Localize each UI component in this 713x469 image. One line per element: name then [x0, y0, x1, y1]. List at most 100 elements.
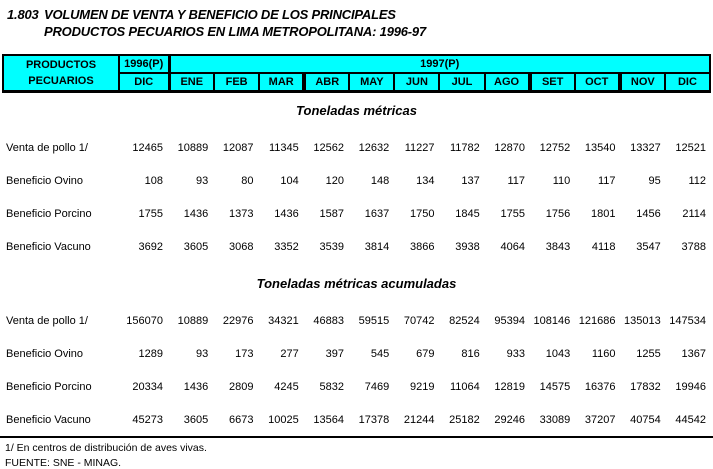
table-header: PRODUCTOS PECUARIOS 1996(P) 1997(P) DIC … — [2, 54, 712, 93]
data-cell: 134 — [416, 174, 435, 187]
data-cell: 13327 — [630, 141, 661, 154]
data-cell: 59515 — [358, 314, 390, 327]
data-cell: 12562 — [313, 141, 344, 154]
table-row: Beneficio Vacuno 45273 3605 6673 10025 13564 1… — [2, 403, 711, 436]
data-cell: 1637 — [364, 207, 390, 220]
data-cell: 25182 — [449, 413, 480, 426]
section-title: Toneladas métricas — [296, 103, 417, 118]
header-cell-month-abr: ABR — [302, 72, 351, 93]
data-cell: 7469 — [364, 380, 390, 393]
data-cell: 5832 — [319, 380, 344, 393]
data-cell: 40754 — [630, 413, 661, 426]
row-label: Beneficio Ovino — [6, 174, 84, 187]
row-label: Beneficio Porcino — [6, 207, 92, 220]
data-table: Toneladas métricas Venta de pollo 1/12465… — [2, 90, 711, 436]
header-cell-month-feb: FEB — [213, 72, 261, 93]
header-row-months: DIC ENE FEB MAR ABR MAY JUN JUL AGO SET … — [3, 72, 712, 93]
page-title: 1.803 VOLUMEN DE VENTA Y BENEFICIO DE LOS… — [7, 6, 426, 40]
header-cell-month-ene: ENE — [167, 72, 216, 93]
data-cell: 4245 — [274, 380, 299, 393]
table-row: Beneficio Ovino 1289 93 173 277 397 545 679 816 9… — [2, 337, 711, 370]
data-cell: 9219 — [410, 380, 435, 393]
data-cell: 17832 — [630, 380, 661, 393]
section-title-row: Toneladas métricas acumuladas — [2, 263, 711, 304]
data-cell: 3547 — [636, 240, 661, 253]
data-cell: 3068 — [229, 240, 254, 253]
data-cell: 93 — [196, 174, 209, 187]
data-cell: 1436 — [183, 380, 209, 393]
data-cell: 1436 — [274, 207, 299, 220]
page-title-line1: 1.803 VOLUMEN DE VENTA Y BENEFICIO DE LOS… — [7, 6, 426, 23]
data-cell: 1755 — [138, 207, 163, 220]
table-row: Beneficio Porcino 20334 1436 2809 4245 5832 74… — [2, 370, 711, 403]
header-cell-month-dic-1996: DIC — [118, 72, 171, 93]
data-cell: 1289 — [138, 347, 163, 360]
data-cell: 80 — [241, 174, 254, 187]
data-cell: 2114 — [682, 207, 706, 220]
data-cell: 10025 — [268, 413, 299, 426]
data-cell: 1367 — [681, 347, 706, 360]
data-cell: 12632 — [358, 141, 390, 154]
data-cell: 70742 — [403, 314, 435, 327]
header-cell-month-mar: MAR — [258, 72, 306, 93]
data-cell: 11782 — [449, 141, 480, 154]
data-cell: 11345 — [268, 141, 299, 154]
data-cell: 3605 — [183, 240, 209, 253]
data-cell: 82524 — [449, 314, 480, 327]
data-cell: 12819 — [494, 380, 525, 393]
data-cell: 3866 — [410, 240, 435, 253]
header-products-label: PRODUCTOS — [25, 59, 97, 71]
data-cell: 12521 — [675, 141, 706, 154]
data-cell: 397 — [325, 347, 344, 360]
data-cell: 1255 — [636, 347, 661, 360]
data-cell: 3692 — [138, 240, 163, 253]
data-cell: 156070 — [126, 314, 163, 327]
data-cell: 816 — [461, 347, 480, 360]
data-cell: 112 — [688, 174, 706, 187]
data-cell: 11227 — [404, 141, 435, 154]
data-cell: 12870 — [494, 141, 525, 154]
data-cell: 2809 — [229, 380, 254, 393]
data-cell: 1755 — [500, 207, 525, 220]
header-cell-month-set: SET — [527, 72, 576, 93]
data-cell: 6673 — [229, 413, 254, 426]
row-label: Beneficio Ovino — [6, 347, 84, 360]
row-label: Venta de pollo 1/ — [6, 141, 88, 154]
data-cell: 110 — [552, 174, 571, 187]
data-cell: 11064 — [449, 380, 480, 393]
header-cell-month-jun: JUN — [393, 72, 441, 93]
data-cell: 1845 — [455, 207, 480, 220]
data-cell: 95394 — [494, 314, 525, 327]
data-cell: 1043 — [545, 347, 571, 360]
header-row-years: PRODUCTOS PECUARIOS 1996(P) 1997(P) — [2, 54, 711, 93]
data-cell: 45273 — [132, 413, 163, 426]
data-cell: 37207 — [584, 413, 616, 426]
data-cell: 545 — [370, 347, 390, 360]
data-cell: 21244 — [403, 413, 435, 426]
data-cell: 135013 — [624, 314, 661, 327]
data-cell: 34321 — [268, 314, 299, 327]
data-cell: 137 — [461, 174, 480, 187]
data-cell: 19946 — [675, 380, 706, 393]
data-cell: 33089 — [539, 413, 571, 426]
data-cell: 13540 — [584, 141, 616, 154]
data-cell: 173 — [235, 347, 254, 360]
data-cell: 46883 — [313, 314, 344, 327]
data-cell: 4064 — [500, 240, 525, 253]
data-cell: 16376 — [584, 380, 616, 393]
data-cell: 933 — [506, 347, 525, 360]
data-cell: 12752 — [539, 141, 571, 154]
data-cell: 1587 — [319, 207, 344, 220]
data-cell: 120 — [325, 174, 344, 187]
table-row: Beneficio Porcino 1755 1436 1373 1436 1587 163… — [2, 197, 711, 230]
header-cell-products-pecuarios: PRODUCTOS PECUARIOS — [2, 54, 120, 93]
data-cell: 14575 — [539, 380, 571, 393]
table-row: Venta de pollo 1/156070 10889 22976 34321 46… — [2, 304, 711, 337]
data-cell: 1750 — [410, 207, 435, 220]
data-cell: 117 — [597, 174, 616, 187]
data-cell: 1801 — [591, 207, 616, 220]
data-cell: 3352 — [274, 240, 299, 253]
data-cell: 29246 — [494, 413, 525, 426]
data-cell: 17378 — [358, 413, 390, 426]
